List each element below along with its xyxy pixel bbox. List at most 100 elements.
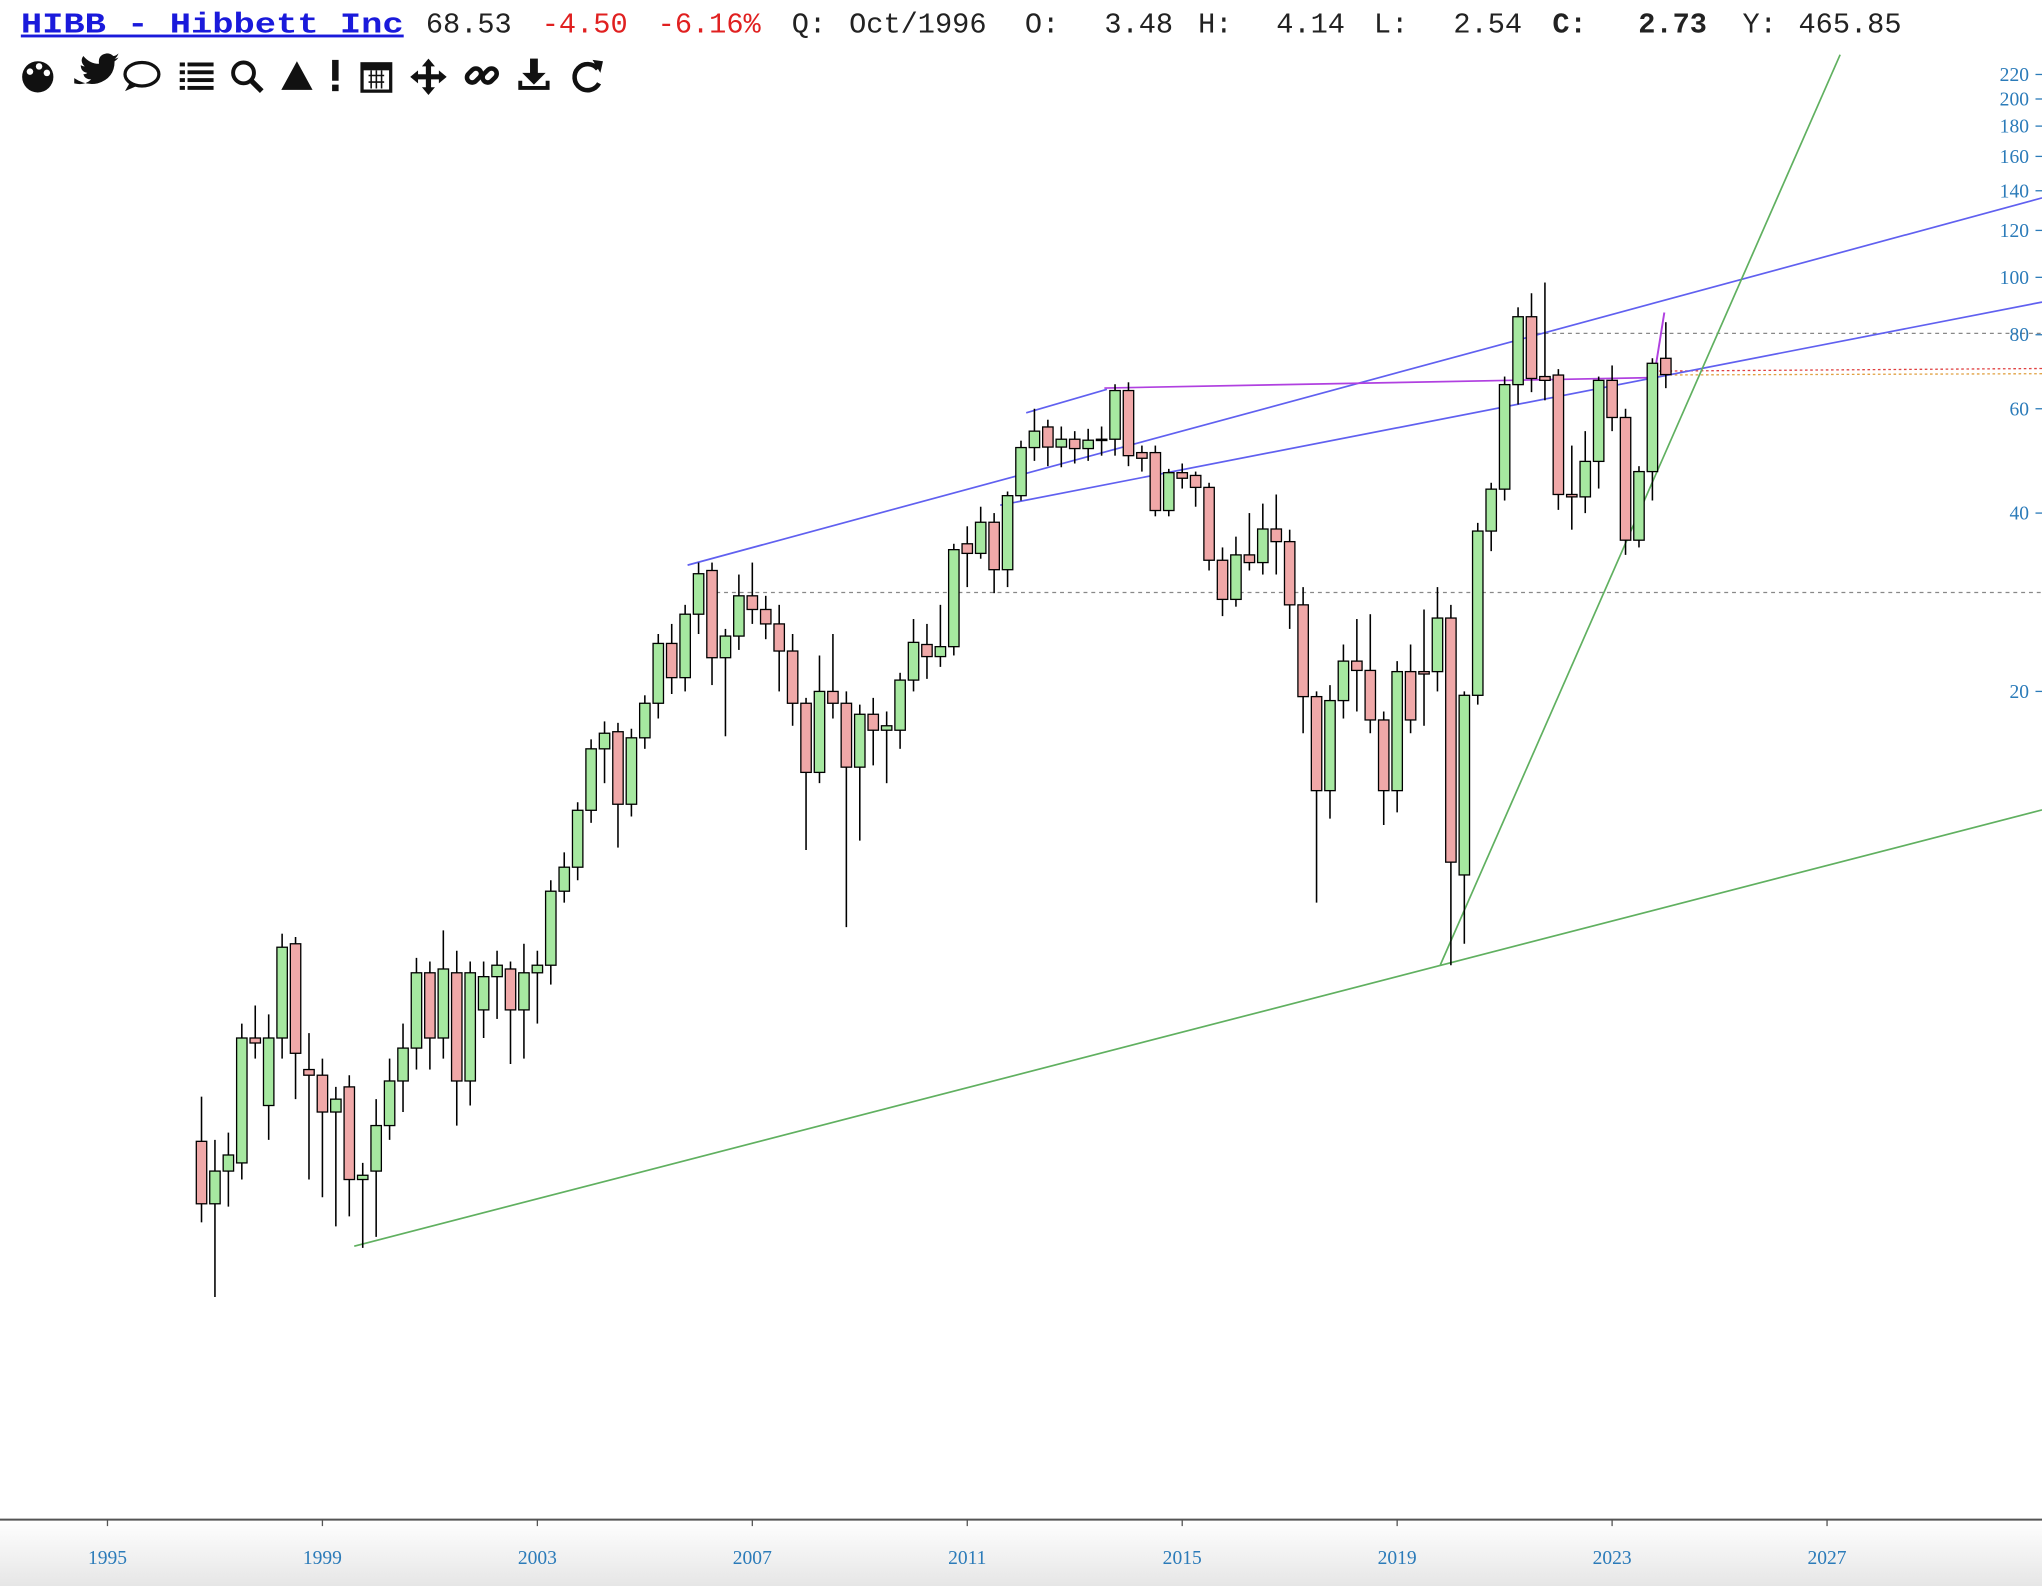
candle-body <box>1512 316 1524 386</box>
calendar-icon[interactable] <box>360 62 393 93</box>
candle-body <box>518 972 530 1011</box>
candle-body <box>612 731 624 805</box>
y-tick-label: 140 <box>2000 181 2030 202</box>
candle-body <box>424 972 436 1039</box>
comment-icon[interactable] <box>123 60 161 92</box>
x-axis-band <box>0 1519 2042 1586</box>
candle-body <box>1189 474 1202 489</box>
candle-body <box>1485 488 1498 532</box>
candle-body <box>1015 446 1027 497</box>
candle-body <box>531 964 544 974</box>
trendline-blue <box>1025 388 1108 414</box>
open-label: O: <box>1025 9 1059 42</box>
candle-body <box>1552 374 1565 496</box>
twitter-icon[interactable] <box>74 53 119 85</box>
candle-body <box>370 1124 383 1172</box>
candle-body <box>209 1170 221 1205</box>
candle-body <box>222 1154 235 1172</box>
y-tick-label: 40 <box>2009 504 2029 525</box>
candle-body <box>491 964 503 978</box>
candle-body <box>1498 383 1511 490</box>
candle-body <box>1162 472 1175 512</box>
high-value: 4.14 <box>1276 9 1345 42</box>
trendline-green <box>354 809 2042 1247</box>
symbol-link[interactable]: HIBB - Hibbett Inc <box>21 9 404 42</box>
x-tick-label: 2027 <box>1808 1548 1847 1569</box>
y-tick-label: 220 <box>2000 65 2030 86</box>
candle-body <box>840 702 853 768</box>
candle-body <box>1418 670 1430 675</box>
candle-body <box>1350 660 1363 672</box>
candle-body <box>343 1086 356 1181</box>
y-tick-label: 100 <box>2000 268 2030 289</box>
open-value: 3.48 <box>1104 9 1173 42</box>
candle-body <box>450 972 463 1082</box>
candle-body <box>853 713 866 768</box>
candle-body <box>1230 554 1242 601</box>
candle-body <box>961 543 974 555</box>
y-tick-label: 60 <box>2009 399 2029 420</box>
candle-body <box>867 713 880 731</box>
candle-body <box>786 650 799 704</box>
candle-body <box>665 642 678 679</box>
candle-body <box>988 521 1000 571</box>
candle-body <box>289 943 302 1054</box>
candle-body <box>477 976 490 1011</box>
download-icon[interactable] <box>518 58 550 90</box>
candle-body <box>733 595 745 637</box>
orange-level <box>1653 373 2042 376</box>
x-tick-label: 2023 <box>1593 1548 1632 1569</box>
candle-body <box>195 1140 208 1205</box>
candle-body <box>329 1098 342 1113</box>
candle-body <box>1377 719 1390 792</box>
candle-body <box>1565 493 1578 498</box>
candle-body <box>692 573 705 615</box>
candle-body <box>1122 389 1135 457</box>
candle-body <box>1619 416 1632 541</box>
move-icon[interactable] <box>410 58 447 96</box>
candle-body <box>1109 389 1121 440</box>
candle-body <box>1364 669 1377 721</box>
candle-body <box>907 641 920 681</box>
candle-body <box>1633 470 1645 541</box>
alert-icon[interactable] <box>332 59 339 92</box>
candle-body <box>303 1068 315 1076</box>
trendline-purple <box>1104 376 1654 389</box>
candle-body <box>1028 430 1041 449</box>
link-icon[interactable] <box>464 66 499 85</box>
candle-body <box>544 890 557 966</box>
search-icon[interactable] <box>231 60 264 93</box>
candle-body <box>276 946 288 1039</box>
last-price: 68.53 <box>426 9 512 42</box>
candle-body <box>1082 439 1095 450</box>
list-icon[interactable] <box>179 62 214 90</box>
candle-body <box>719 635 732 659</box>
candle-body <box>652 642 665 704</box>
high-label: H: <box>1198 9 1232 42</box>
y-tick-label: 120 <box>2000 221 2030 242</box>
candle-body <box>1243 554 1256 564</box>
trendline-blue <box>1000 301 2042 507</box>
palette-icon[interactable] <box>22 61 54 93</box>
candle-body <box>1042 426 1054 448</box>
refresh-icon[interactable] <box>572 59 603 93</box>
triangle-icon[interactable] <box>281 61 313 90</box>
candle-body <box>1136 451 1148 459</box>
candle-body <box>894 679 906 731</box>
candle-body <box>746 595 759 611</box>
candle-body <box>1203 486 1215 561</box>
candle-body <box>706 569 718 659</box>
candle-body <box>1431 617 1444 673</box>
candle-body <box>773 623 786 652</box>
candle-body <box>625 737 638 805</box>
candle-body <box>1579 460 1592 498</box>
candle-body <box>813 690 826 774</box>
candle-body <box>1310 695 1323 792</box>
candle-body <box>1324 699 1336 792</box>
period: Oct/1996 <box>849 9 986 42</box>
candle-body <box>262 1037 275 1107</box>
candle-body <box>1283 540 1296 606</box>
candle-body <box>1606 379 1618 419</box>
